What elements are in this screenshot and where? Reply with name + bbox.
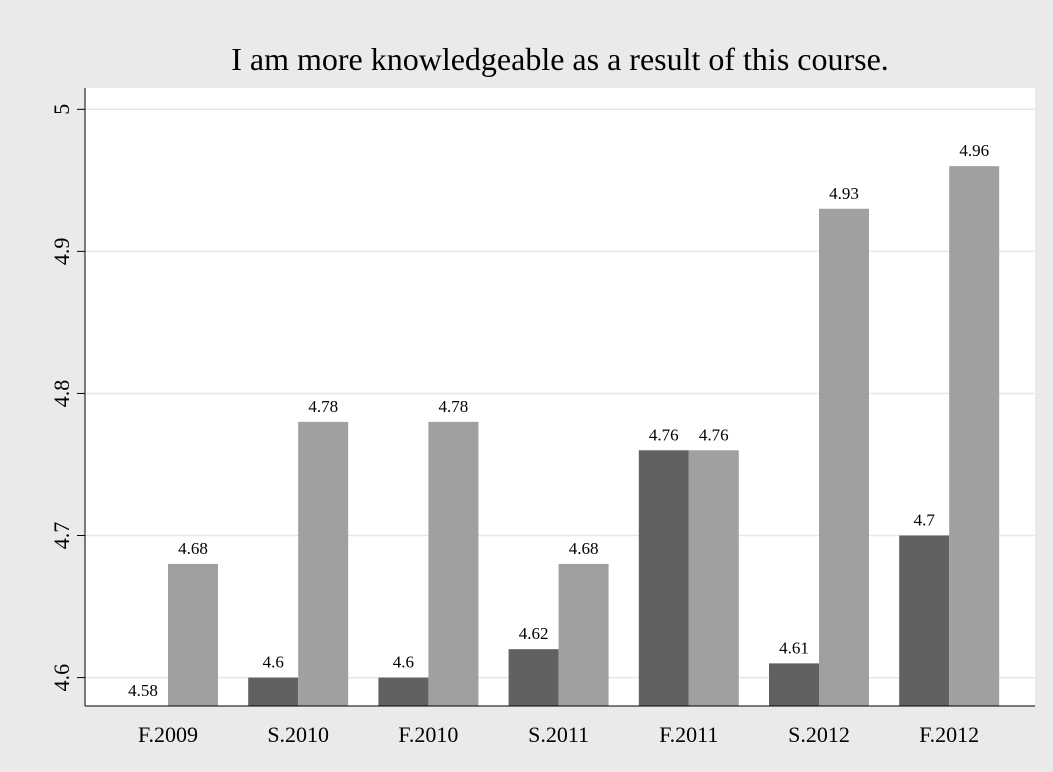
y-tick-label: 5 — [49, 104, 74, 115]
bar — [428, 421, 479, 706]
bar — [688, 450, 739, 706]
bar — [949, 166, 1000, 706]
y-tick-label: 4.6 — [49, 664, 74, 692]
value-label: 4.7 — [914, 511, 936, 530]
bar — [168, 563, 218, 706]
x-tick-label: S.2012 — [788, 722, 850, 747]
x-tick-label: S.2011 — [528, 722, 589, 747]
x-tick-label: F.2012 — [919, 722, 979, 747]
bar — [248, 677, 299, 706]
x-tick-label: F.2011 — [659, 722, 718, 747]
value-label: 4.68 — [178, 539, 208, 558]
value-label: 4.76 — [649, 425, 679, 444]
value-label: 4.6 — [393, 653, 414, 672]
value-label: 4.58 — [128, 681, 158, 700]
value-label: 4.6 — [263, 653, 284, 672]
bar — [899, 535, 950, 706]
y-tick-label: 4.8 — [49, 380, 74, 408]
x-tick-label: F.2010 — [398, 722, 458, 747]
bar — [769, 663, 819, 706]
x-tick-label: F.2009 — [138, 722, 198, 747]
value-label: 4.76 — [699, 425, 729, 444]
value-label: 4.62 — [519, 624, 549, 643]
value-label: 4.61 — [779, 638, 809, 657]
x-tick-label: S.2010 — [267, 722, 329, 747]
bar — [508, 649, 559, 706]
bar — [298, 421, 349, 706]
y-tick-label: 4.7 — [49, 522, 74, 550]
bar — [819, 208, 869, 707]
bar — [638, 450, 689, 706]
value-label: 4.78 — [308, 397, 338, 416]
bar — [378, 677, 429, 706]
value-label: 4.96 — [959, 141, 989, 160]
chart-title: I am more knowledgeable as a result of t… — [231, 41, 889, 77]
bar — [558, 563, 609, 706]
value-label: 4.93 — [829, 184, 859, 203]
value-label: 4.78 — [439, 397, 469, 416]
value-label: 4.68 — [569, 539, 599, 558]
y-tick-label: 4.9 — [49, 238, 74, 266]
